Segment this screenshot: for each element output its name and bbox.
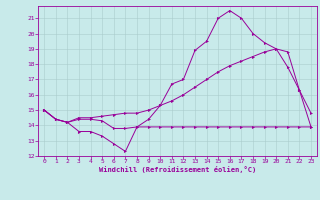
X-axis label: Windchill (Refroidissement éolien,°C): Windchill (Refroidissement éolien,°C) (99, 166, 256, 173)
